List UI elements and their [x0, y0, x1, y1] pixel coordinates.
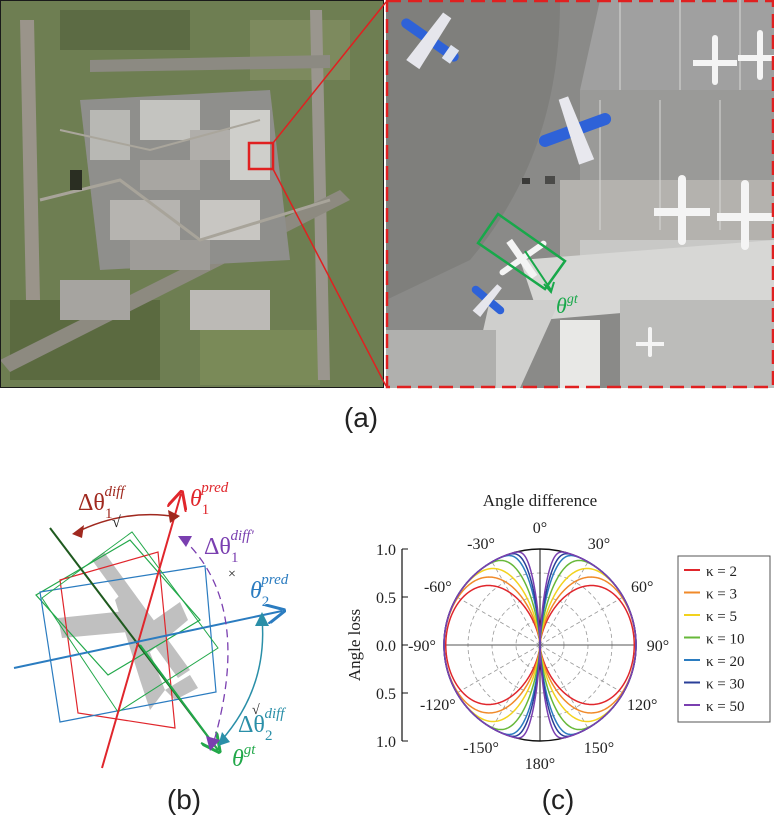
overview-border — [0, 0, 384, 388]
theta-gt-label: θgt — [232, 742, 256, 770]
airplane-blue-3 — [471, 284, 505, 318]
panel-b-caption: (b) — [166, 784, 202, 815]
airplane-blue-1 — [401, 12, 460, 70]
radial-tick-label: 0.5 — [376, 590, 396, 607]
check-mark: √ — [112, 514, 121, 531]
angle-tick-label: 0° — [533, 520, 547, 537]
panel-b-diagram: √ × √ Δθ1diff θ1pred Δθ1diff' θ2pred Δθ2… — [13, 480, 289, 770]
gt-box-outline — [41, 531, 219, 713]
theta2-pred-axis — [13, 611, 282, 669]
angle-tick-label: -90° — [408, 638, 436, 655]
polar-angle-labels: 0° 30° 60° 90° 120° 150° 180° -150° -120° -90° -60… — [408, 520, 669, 773]
satellite-overview-image — [0, 0, 384, 388]
angle-tick-label: -60° — [424, 579, 452, 596]
legend-label-k2: κ = 2 — [706, 564, 737, 580]
chart-title: Angle difference — [483, 491, 597, 510]
series-line-k50 — [443, 551, 637, 739]
angle-tick-label: 180° — [525, 756, 555, 773]
radial-tick-label: 0.5 — [376, 686, 396, 703]
grid-spoke-30 — [539, 561, 589, 646]
chart-legend: κ = 2 κ = 3 κ = 5 κ = 10 κ = 20 κ = 30 κ = 50 — [677, 555, 771, 723]
panel-a-figure: θgt — [0, 0, 774, 389]
grid-spoke-300 — [456, 596, 541, 646]
legend-label-k30: κ = 30 — [706, 677, 745, 693]
radial-axis: 1.0 0.5 0.0 0.5 1.0 — [376, 542, 408, 751]
panel-a-caption: (a) — [343, 402, 379, 433]
legend-label-k50: κ = 50 — [706, 699, 745, 715]
zoom-connector-top — [272, 1, 387, 144]
angle-tick-label: 90° — [647, 638, 669, 655]
zoom-region-box — [247, 141, 275, 171]
polar-series — [443, 551, 637, 739]
angle-tick-label: 60° — [631, 579, 653, 596]
radial-axis-label: Angle loss — [345, 609, 364, 681]
grid-spoke-210 — [491, 644, 541, 729]
delta1-diff-prime-label: Δθ1diff' — [204, 528, 254, 566]
zoom-connector-bottom — [272, 168, 387, 387]
check-mark-2: √ — [252, 703, 260, 718]
gt-bounding-box — [476, 212, 567, 295]
gt-box — [35, 539, 201, 676]
airplane-blue-2 — [538, 96, 612, 165]
theta1-pred-label: θ1pred — [190, 480, 229, 518]
legend-box — [677, 555, 771, 723]
angle-tick-label: -120° — [420, 697, 456, 714]
legend-label-k10: κ = 10 — [706, 632, 745, 648]
delta1-diff-label: Δθ1diff — [78, 484, 126, 522]
panel-c-caption: (c) — [541, 784, 575, 815]
airplane-silhouette — [58, 552, 198, 710]
angle-tick-label: -30° — [467, 536, 495, 553]
legend-label-k3: κ = 3 — [706, 587, 737, 603]
grid-spoke-120 — [539, 644, 624, 694]
legend-label-k5: κ = 5 — [706, 609, 737, 625]
delta2-diff-arc — [219, 617, 264, 743]
legend-label-k20: κ = 20 — [706, 654, 745, 670]
delta1-diff-arc — [74, 513, 179, 534]
theta2-pred-label: θ2pred — [250, 572, 289, 610]
cross-mark: × — [228, 567, 236, 582]
zoomed-apron-image — [386, 0, 774, 388]
delta2-diff-label: Δθ2diff — [238, 706, 286, 744]
grid-spoke-240 — [456, 644, 541, 694]
angle-tick-label: 150° — [584, 740, 614, 757]
radial-tick-label: 1.0 — [376, 542, 396, 559]
panel-c-polar-chart: Angle difference 0° 30° 60° 90° 120° 150° 180°… — [345, 491, 771, 773]
pred-box-1 — [59, 551, 176, 729]
radial-tick-label: 0.0 — [376, 638, 396, 655]
grid-spoke-60 — [539, 596, 624, 646]
angle-tick-label: 30° — [588, 536, 610, 553]
theta1-pred-axis — [101, 494, 181, 769]
angle-tick-label: 120° — [627, 697, 657, 714]
angle-tick-label: -150° — [463, 740, 499, 757]
pred-box-2 — [39, 565, 217, 723]
grid-spoke-330 — [491, 561, 541, 646]
grid-spoke-150 — [539, 644, 589, 729]
radial-tick-label: 1.0 — [376, 734, 396, 751]
theta-gt-annotation: θgt — [556, 292, 579, 318]
zoomed-view-border — [385, 0, 774, 389]
delta1-diff-prime-arc — [181, 537, 229, 749]
